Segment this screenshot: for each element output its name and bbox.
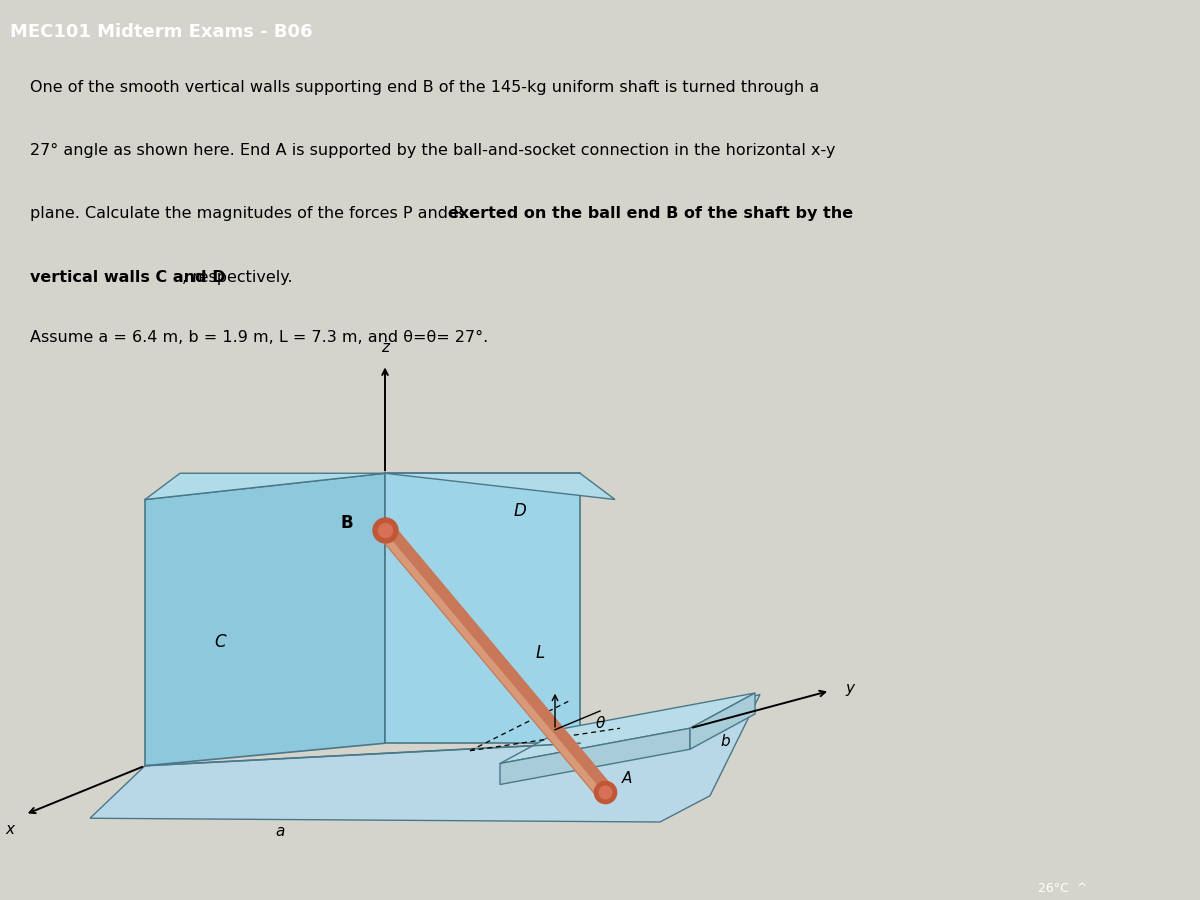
Polygon shape — [145, 473, 385, 766]
Text: D: D — [514, 502, 527, 520]
Text: x: x — [6, 822, 14, 837]
Polygon shape — [690, 693, 755, 749]
Text: y: y — [845, 681, 854, 696]
Text: MEC101 Midterm Exams - B06: MEC101 Midterm Exams - B06 — [10, 23, 312, 41]
Text: b: b — [720, 734, 730, 749]
Polygon shape — [90, 695, 760, 822]
Text: vertical walls C and D: vertical walls C and D — [30, 270, 226, 284]
Text: C: C — [214, 633, 226, 651]
Text: One of the smooth vertical walls supporting end B of the 145-kg uniform shaft is: One of the smooth vertical walls support… — [30, 79, 820, 94]
Text: 26°C  ^: 26°C ^ — [1038, 882, 1087, 896]
Text: exerted on the ball end B of the shaft by the: exerted on the ball end B of the shaft b… — [448, 206, 853, 221]
Text: 27° angle as shown here. End A is supported by the ball-and-socket connection in: 27° angle as shown here. End A is suppor… — [30, 143, 835, 157]
Text: plane. Calculate the magnitudes of the forces P and R: plane. Calculate the magnitudes of the f… — [30, 206, 469, 221]
Text: Assume a = 6.4 m, b = 1.9 m, L = 7.3 m, and θ=θ= 27°.: Assume a = 6.4 m, b = 1.9 m, L = 7.3 m, … — [30, 330, 488, 345]
Text: B: B — [341, 515, 353, 533]
Polygon shape — [500, 693, 755, 763]
Text: θ: θ — [595, 716, 605, 731]
Polygon shape — [145, 473, 385, 500]
Text: , respectively.: , respectively. — [182, 270, 293, 284]
Text: a: a — [275, 824, 284, 839]
Polygon shape — [385, 473, 580, 743]
Text: A: A — [622, 771, 632, 786]
Polygon shape — [500, 728, 690, 785]
Text: L: L — [535, 644, 545, 662]
Text: z: z — [382, 340, 389, 356]
Polygon shape — [385, 473, 616, 500]
